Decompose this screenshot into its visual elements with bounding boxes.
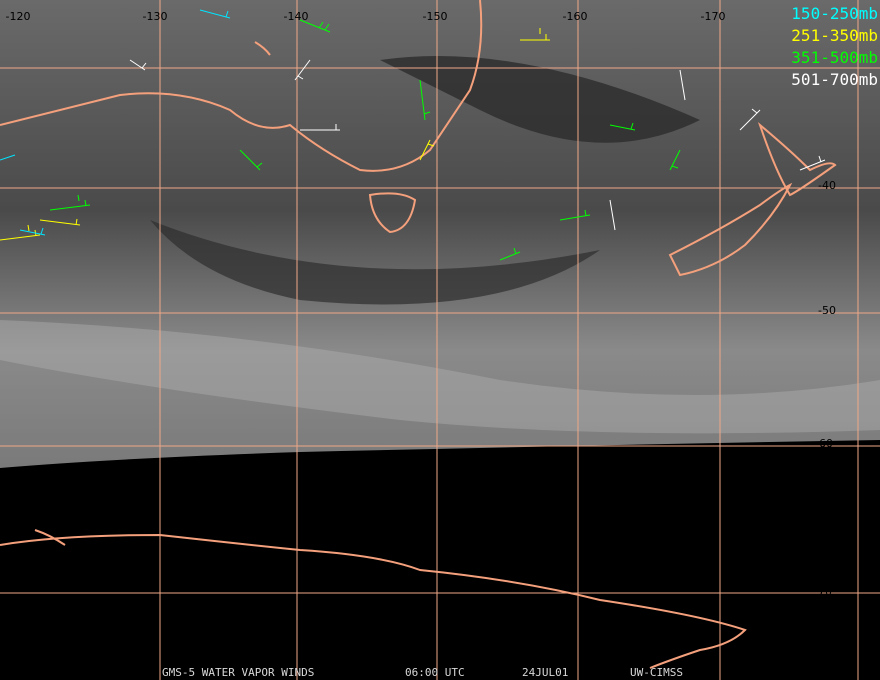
longitude-label: -170 <box>701 10 726 23</box>
longitude-label: -120 <box>6 10 31 23</box>
longitude-label: -150 <box>423 10 448 23</box>
latitude-labels: -40 -50 -60 -70 <box>814 179 836 598</box>
product-name: GMS-5 WATER VAPOR WINDS <box>162 666 314 679</box>
coastline <box>0 0 837 669</box>
legend-entry: 501-700mb <box>791 70 878 89</box>
longitude-labels: -120 -130 -140 -150 -160 -170 <box>6 10 726 23</box>
latitude-label: -40 <box>818 179 836 192</box>
latitude-label: -60 <box>815 437 833 450</box>
dry-band <box>380 56 700 143</box>
wind-barbs <box>0 9 826 261</box>
longitude-label: -130 <box>143 10 168 23</box>
observation-date: 24JUL01 <box>522 666 568 679</box>
legend-entry: 351-500mb <box>791 48 878 67</box>
legend: 150-250mb 251-350mb 351-500mb 501-700mb <box>791 4 878 89</box>
dry-band <box>150 220 600 305</box>
longitude-label: -160 <box>563 10 588 23</box>
legend-entry: 251-350mb <box>791 26 878 45</box>
legend-entry: 150-250mb <box>791 4 878 23</box>
latitude-label: -50 <box>818 304 836 317</box>
source: UW-CIMSS <box>630 666 683 679</box>
latitude-label: -70 <box>814 585 832 598</box>
longitude-label: -140 <box>284 10 309 23</box>
moist-band <box>0 320 880 434</box>
footer: GMS-5 WATER VAPOR WINDS 06:00 UTC 24JUL0… <box>162 666 683 679</box>
observation-time: 06:00 UTC <box>405 666 465 679</box>
